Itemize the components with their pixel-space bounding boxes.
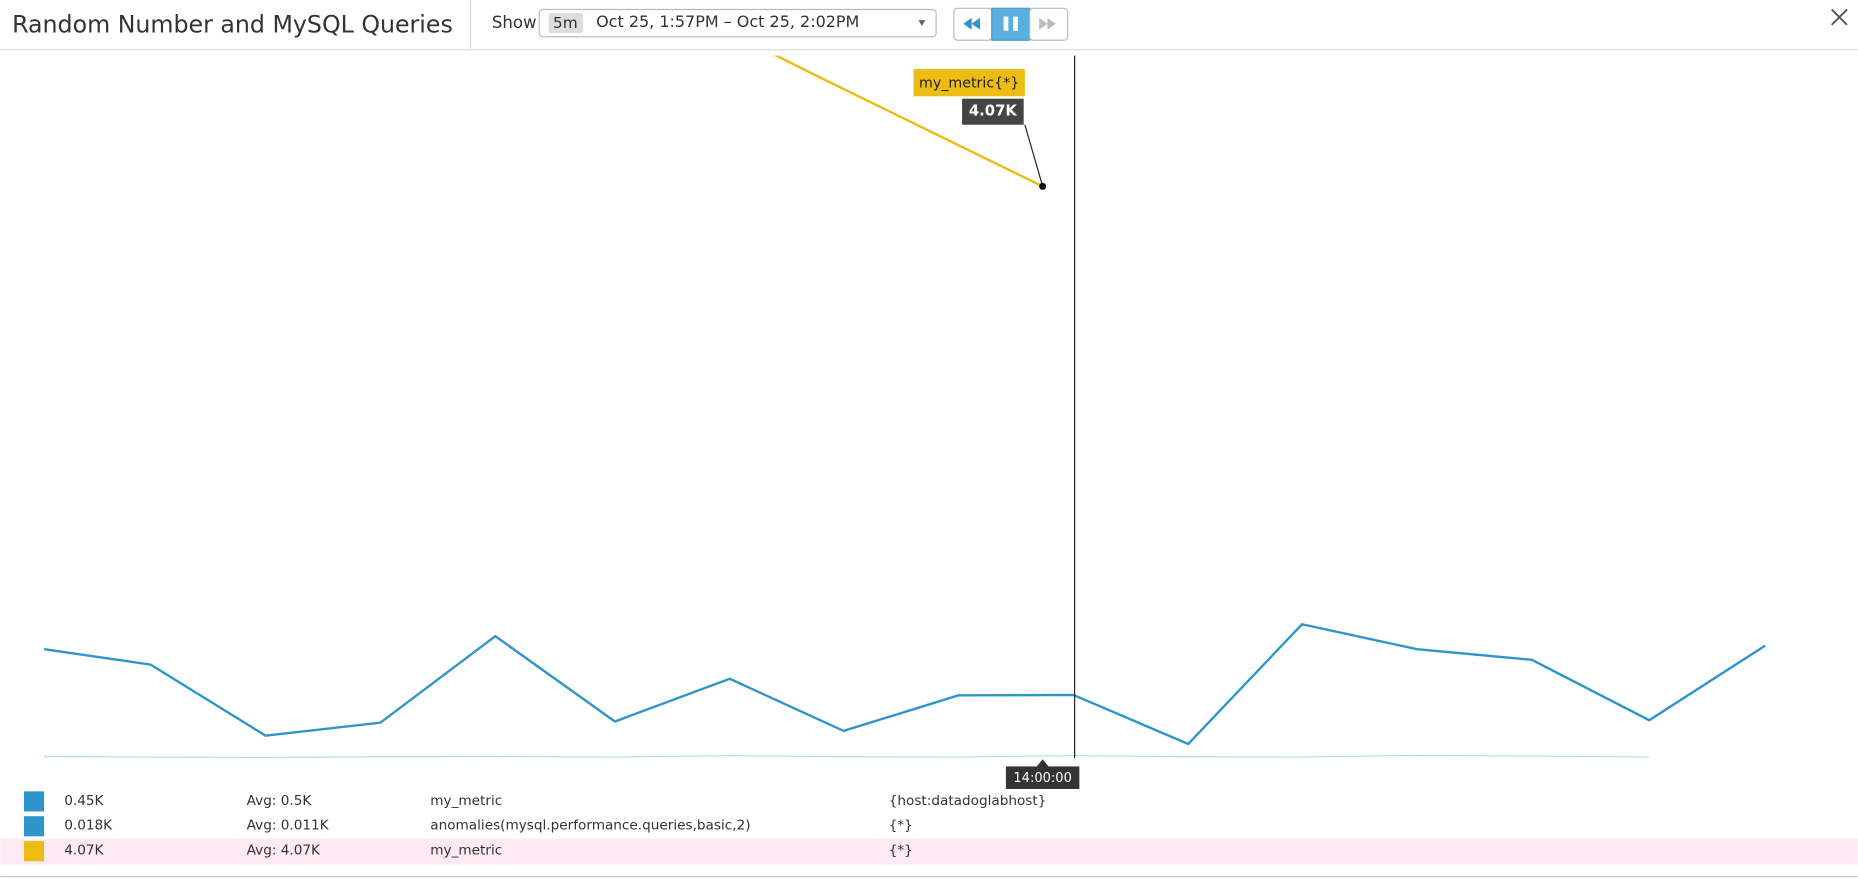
range-dropdown[interactable] <box>538 8 937 38</box>
legend-highlight <box>0 838 1858 865</box>
series-line <box>773 55 1044 188</box>
tooltip-leader <box>1024 124 1044 187</box>
legend: 0.45K Avg: 0.5K my_metric {host:datadoglabh… <box>23 791 1047 862</box>
overlay: 14:00:00 my_metric{*} 4.07K <box>913 55 1080 789</box>
show-label: Show <box>492 13 537 32</box>
pause-icon <box>1013 16 1018 31</box>
cursor-label: 14:00:00 <box>1013 771 1071 786</box>
legend-scope: {host:datadoglabhost} <box>889 793 1047 809</box>
title: Random Number and MySQL Queries <box>12 11 453 39</box>
range-text: Oct 25, 1:57PM – Oct 25, 2:02PM <box>596 12 859 31</box>
hover-point <box>1039 182 1047 190</box>
legend-avg: Avg: 4.07K <box>247 843 321 859</box>
series-layer <box>44 55 1766 759</box>
pause-icon <box>1003 16 1009 31</box>
cursor-label-box <box>1005 766 1080 789</box>
legend-value: 4.07K <box>64 843 104 859</box>
legend-avg: Avg: 0.5K <box>247 793 313 809</box>
series-line <box>44 754 1650 759</box>
tooltip-label: my_metric{*} <box>919 75 1019 91</box>
legend-scope: {*} <box>889 818 913 834</box>
legend-name: my_metric <box>430 793 502 809</box>
dropdown-arrow <box>918 20 926 27</box>
legend-scope: {*} <box>889 843 913 859</box>
pause-button[interactable] <box>991 7 1031 41</box>
tooltip-value: 4.07K <box>969 103 1018 120</box>
close-button[interactable] <box>1831 8 1848 26</box>
legend-name: anomalies(mysql.performance.queries,basi… <box>430 818 750 834</box>
legend-avg: Avg: 0.011K <box>247 818 330 834</box>
span: 5m <box>553 14 578 32</box>
cursor-caret <box>1036 759 1049 767</box>
tooltip-value-box <box>962 98 1024 125</box>
legend-value: 0.45K <box>64 793 104 809</box>
legend-swatch <box>23 791 45 812</box>
legend-value: 0.018K <box>64 818 113 834</box>
legend-name: my_metric <box>430 843 502 859</box>
legend-swatch <box>23 816 45 837</box>
series-line <box>44 622 1766 746</box>
tooltip-label-box <box>913 69 1025 97</box>
span-badge <box>548 13 584 34</box>
legend-swatch <box>23 841 45 862</box>
